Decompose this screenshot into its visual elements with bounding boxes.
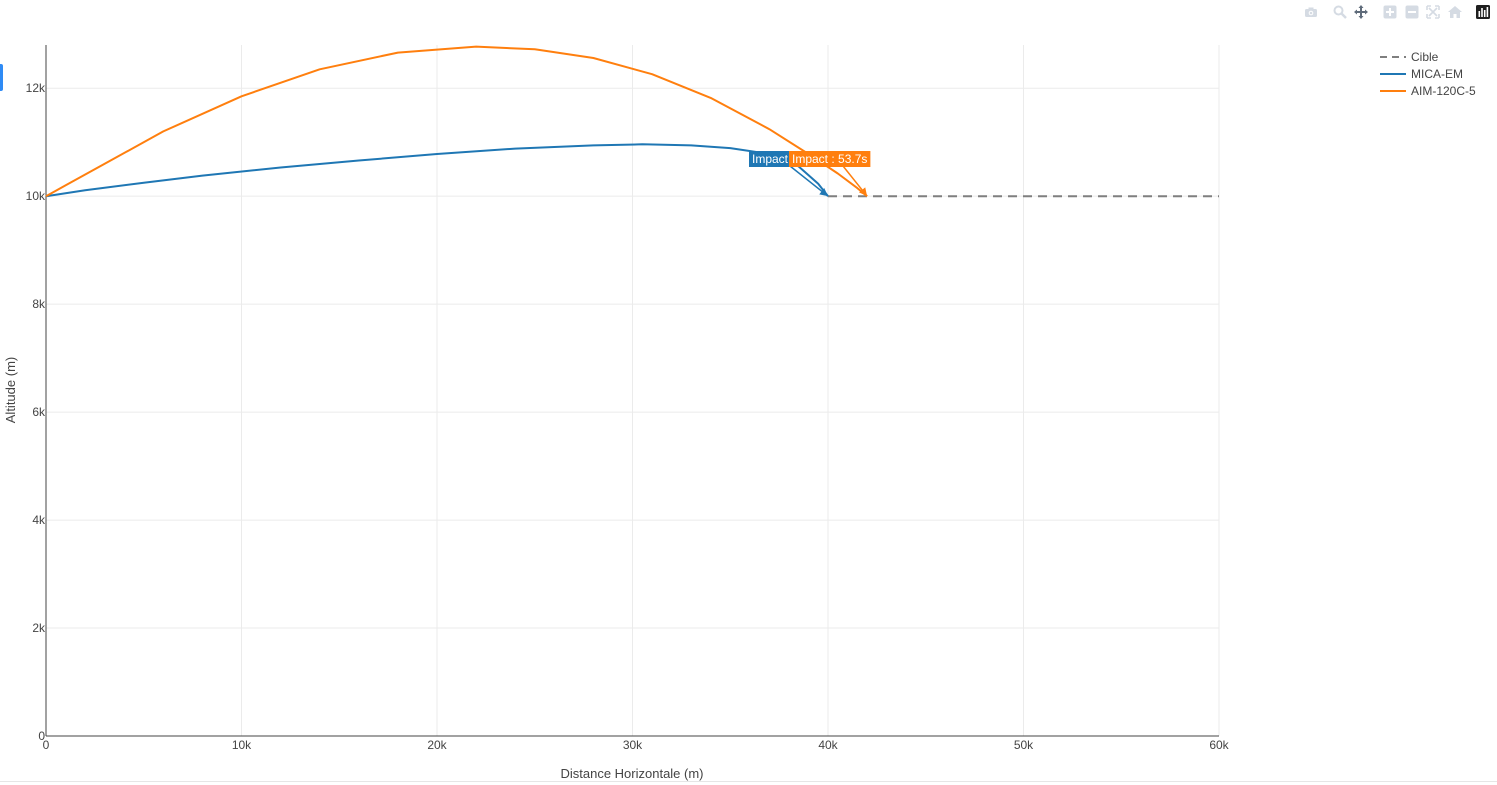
x-tick-label: 0 <box>43 738 50 752</box>
annotation-arrow <box>789 165 829 197</box>
zoom-out-icon[interactable] <box>1403 3 1421 21</box>
legend-item-cible[interactable]: Cible <box>1380 50 1439 64</box>
annotation-box <box>789 151 871 167</box>
series-line-aim-120c-5 <box>45 45 868 198</box>
plotly-logo-icon[interactable] <box>1474 3 1492 21</box>
annotation-label: Impact <box>752 152 789 166</box>
sidebar-tab-marker <box>0 64 3 91</box>
legend-label: MICA-EM <box>1411 67 1463 81</box>
legend-item-aim-120c-5[interactable]: AIM-120C-5 <box>1380 84 1476 98</box>
y-tick-label: 10k <box>26 189 46 203</box>
y-tick-label: 4k <box>32 513 46 527</box>
grid-lines <box>46 45 1220 736</box>
annotations: Impact Impact : 53.7s <box>749 151 871 197</box>
y-tick-label: 6k <box>32 405 46 419</box>
x-tick-label: 30k <box>623 738 643 752</box>
x-tick-label: 10k <box>232 738 252 752</box>
x-tick-label: 50k <box>1014 738 1034 752</box>
x-tick-label: 60k <box>1209 738 1229 752</box>
x-axis-title: Distance Horizontale (m) <box>560 766 703 781</box>
x-tick-label: 40k <box>818 738 838 752</box>
y-tick-label: 12k <box>26 81 46 95</box>
axes: 0 10k 20k 30k 40k 50k 60k 0 2k 4k 6k 8k 10k 12k <box>26 45 1230 752</box>
frame-border <box>0 781 1497 782</box>
zoom-in-icon[interactable] <box>1381 3 1399 21</box>
annotation-arrowhead <box>858 187 868 197</box>
y-tick-label: 8k <box>32 297 46 311</box>
pan-icon[interactable] <box>1352 3 1370 21</box>
y-axis-title: Altitude (m) <box>3 357 18 423</box>
reset-axes-icon[interactable] <box>1446 3 1464 21</box>
annotation-label: Impact : 53.7s <box>792 152 867 166</box>
autoscale-icon[interactable] <box>1424 3 1442 21</box>
legend-item-mica-em[interactable]: MICA-EM <box>1380 67 1463 81</box>
y-tick-label: 0 <box>38 729 45 743</box>
zoom-icon[interactable] <box>1331 3 1349 21</box>
legend[interactable]: Cible MICA-EM AIM-120C-5 <box>1380 50 1476 98</box>
annotation-arrowhead <box>819 188 828 197</box>
legend-label: AIM-120C-5 <box>1411 84 1476 98</box>
y-tick-label: 2k <box>32 621 46 635</box>
annotation-box <box>749 151 792 167</box>
legend-label: Cible <box>1411 50 1439 64</box>
camera-icon[interactable] <box>1302 3 1320 21</box>
x-tick-label: 20k <box>427 738 447 752</box>
